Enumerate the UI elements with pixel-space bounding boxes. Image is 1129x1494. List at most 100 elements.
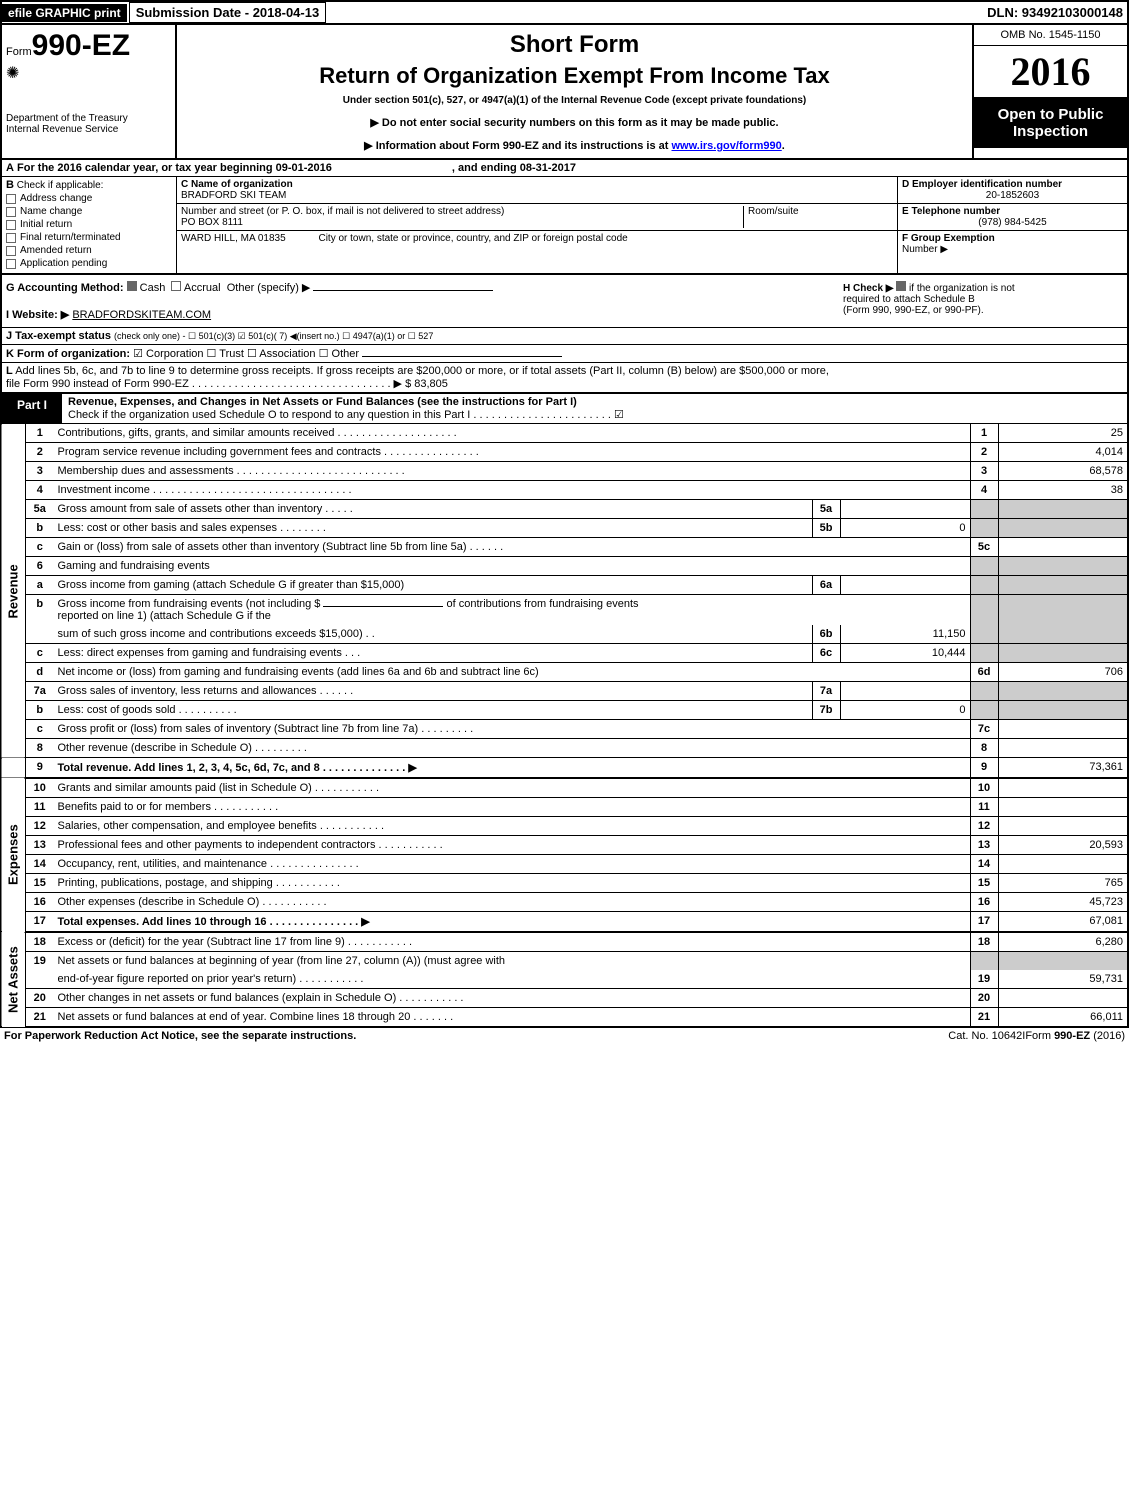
l18-box: 18 [970,932,998,952]
form-prefix: Form [6,46,32,58]
l9-num: 9 [26,758,54,779]
j-label: J Tax-exempt status [6,330,111,342]
d-ein-value: 20-1852603 [902,190,1123,201]
box-b: B Check if applicable: Address change Na… [2,177,177,273]
row-j: J Tax-exempt status (check only one) - ☐… [0,328,1129,345]
l7c-num: c [26,720,54,739]
l6b-desc-row1: Gross income from fundraising events (no… [54,595,971,626]
l14-val [998,855,1128,874]
l6c-num: c [26,644,54,663]
checkbox-amended[interactable] [6,246,16,256]
omb-number: OMB No. 1545-1150 [974,25,1127,46]
checkbox-h[interactable] [896,281,906,291]
b-label: B [6,179,14,191]
footer-formno: Form 990-EZ (2016) [1025,1030,1125,1042]
a-text1: For the 2016 calendar year, or tax year … [17,162,332,174]
l4-box: 4 [970,481,998,500]
l6b-d1: Gross income from fundraising events (no… [58,598,324,610]
l4-desc: Investment income . . . . . . . . . . . … [54,481,971,500]
g-cash: Cash [140,282,166,294]
l7a-grey [970,682,998,701]
l6b-subval: 11,150 [840,625,970,644]
i-website-value: BRADFORDSKITEAM.COM [72,309,211,321]
street-value: PO BOX 8111 [181,217,743,228]
l8-box: 8 [970,739,998,758]
l21-box: 21 [970,1008,998,1028]
part1-header: Part I Revenue, Expenses, and Changes in… [0,394,1129,424]
l-text1: Add lines 5b, 6c, and 7b to line 9 to de… [15,365,829,377]
checkbox-name-change[interactable] [6,207,16,217]
l7c-box: 7c [970,720,998,739]
checkbox-pending[interactable] [6,259,16,269]
l7a-desc: Gross sales of inventory, less returns a… [54,682,813,701]
l6d-val: 706 [998,663,1128,682]
l5a-num: 5a [26,500,54,519]
l6-desc: Gaming and fundraising events [54,557,971,576]
l16-val: 45,723 [998,893,1128,912]
l4-val: 38 [998,481,1128,500]
l20-box: 20 [970,989,998,1008]
l15-val: 765 [998,874,1128,893]
checkbox-initial[interactable] [6,220,16,230]
l12-val [998,817,1128,836]
l5c-desc: Gain or (loss) from sale of assets other… [54,538,971,557]
irs-link[interactable]: www.irs.gov/form990 [672,140,782,152]
footer-catno: Cat. No. 10642I [948,1030,1025,1042]
l6a-num: a [26,576,54,595]
note-prefix: ▶ Information about Form 990-EZ and its … [364,140,671,152]
checkbox-accrual[interactable] [171,281,181,291]
l6d-num: d [26,663,54,682]
l13-box: 13 [970,836,998,855]
l15-box: 15 [970,874,998,893]
k-text: ☑ Corporation ☐ Trust ☐ Association ☐ Ot… [133,348,359,360]
l17-desc: Total expenses. Add lines 10 through 16 … [54,912,971,933]
checkbox-address-change[interactable] [6,194,16,204]
c-name-value: BRADFORD SKI TEAM [181,190,293,201]
dept-treasury: Department of the Treasury [6,113,171,124]
checkbox-cash[interactable] [127,281,137,291]
header-left: Form990-EZ ✺ Department of the Treasury … [2,25,177,158]
opt-address: Address change [20,193,92,204]
g-label: G Accounting Method: [6,282,124,294]
part1-table: Revenue 1 Contributions, gifts, grants, … [0,424,1129,1028]
footer-bold: 990-EZ [1054,1030,1090,1042]
l6a-grey [970,576,998,595]
l6c-grey2 [998,644,1128,663]
checkbox-final[interactable] [6,233,16,243]
l9-val: 73,361 [998,758,1128,779]
l6b-grey4 [998,625,1128,644]
l14-box: 14 [970,855,998,874]
l19-desc2: end-of-year figure reported on prior yea… [54,970,971,989]
l3-val: 68,578 [998,462,1128,481]
l7a-subval [840,682,970,701]
opt-initial: Initial return [20,219,72,230]
city-value: WARD HILL, MA 01835 [181,233,286,244]
efile-print-button[interactable]: efile GRAPHIC print [2,4,127,22]
l5b-grey [970,519,998,538]
return-title: Return of Organization Exempt From Incom… [183,63,966,89]
l7b-grey [970,701,998,720]
l1-val: 25 [998,424,1128,443]
footer-prefix: Form [1025,1030,1054,1042]
l20-num: 20 [26,989,54,1008]
l5a-sub: 5a [812,500,840,519]
header-right: OMB No. 1545-1150 2016 Open to Public In… [972,25,1127,158]
l7b-num: b [26,701,54,720]
section-bcdef: B Check if applicable: Address change Na… [0,177,1129,275]
l10-num: 10 [26,778,54,798]
room-suite-label: Room/suite [743,206,893,228]
treasury-seal-icon: ✺ [6,63,171,83]
l20-val [998,989,1128,1008]
l5b-subval: 0 [840,519,970,538]
city-label: City or town, state or province, country… [318,233,627,244]
c-name-label: C Name of organization [181,179,293,190]
l7c-val [998,720,1128,739]
l6b-num: b [26,595,54,626]
f-number-label: Number ▶ [902,244,1123,255]
under-section-text: Under section 501(c), 527, or 4947(a)(1)… [183,95,966,106]
d-ein-label: D Employer identification number [902,179,1123,190]
l5c-val [998,538,1128,557]
row-k: K Form of organization: ☑ Corporation ☐ … [0,345,1129,363]
open-to-public: Open to Public Inspection [974,98,1127,148]
l19-grey [970,952,998,971]
